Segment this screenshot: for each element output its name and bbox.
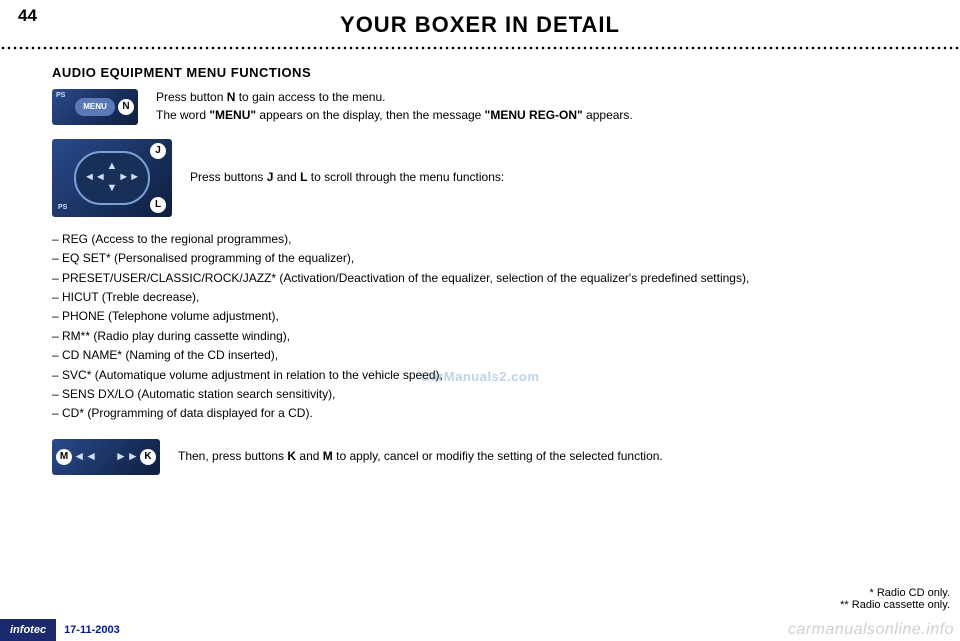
function-item: PRESET/USER/CLASSIC/ROCK/JAZZ* (Activati… [52, 270, 924, 287]
btn-k: K [287, 449, 296, 463]
j-circle-icon: J [150, 143, 166, 159]
ffw-icon: ►► [115, 448, 139, 465]
function-item: PHONE (Telephone volume adjustment), [52, 308, 924, 325]
km-illustration: ◄◄ ►► M K [52, 439, 160, 475]
page-title: YOUR BOXER IN DETAIL [0, 0, 960, 38]
function-item: SENS DX/LO (Automatic station search sen… [52, 386, 924, 403]
content-area: AUDIO EQUIPMENT MENU FUNCTIONS PS MENU N… [0, 50, 960, 475]
function-item: REG (Access to the regional programmes), [52, 231, 924, 248]
ps-label-2: PS [58, 203, 67, 213]
footnotes: * Radio CD only. ** Radio cassette only. [840, 587, 950, 611]
t: Then, press buttons [178, 449, 287, 463]
footnote-2: ** Radio cassette only. [840, 599, 950, 611]
arrow-down-icon: ▼ [107, 181, 118, 197]
function-item: RM** (Radio play during cassette winding… [52, 328, 924, 345]
menu-button-illustration: PS MENU N [52, 89, 138, 125]
scroll-instruction-text: Press buttons J and L to scroll through … [190, 169, 924, 186]
function-item: CD* (Programming of data displayed for a… [52, 405, 924, 422]
menu-pill: MENU [75, 98, 115, 116]
t: and [296, 449, 323, 463]
function-item: SVC* (Automatique volume adjustment in r… [52, 367, 924, 384]
function-item: CD NAME* (Naming of the CD inserted), [52, 347, 924, 364]
arrow-left-icon: ◄◄ [84, 170, 106, 186]
dpad-outline: ▲ ▼ ◄◄ ►► [74, 151, 150, 205]
t: and [273, 170, 300, 184]
t: to gain access to the menu. [235, 90, 385, 104]
t: to apply, cancel or modifiy the setting … [333, 449, 663, 463]
watermark-bottom: carmanualsonline.info [788, 621, 954, 639]
m-circle-icon: M [56, 449, 72, 465]
footer-date: 17-11-2003 [56, 624, 120, 636]
arrow-up-icon: ▲ [107, 159, 118, 175]
function-list: REG (Access to the regional programmes),… [52, 231, 924, 423]
rew-icon: ◄◄ [73, 448, 97, 465]
function-item: EQ SET* (Personalised programming of the… [52, 250, 924, 267]
arrows-illustration: ▲ ▼ ◄◄ ►► J L PS [52, 139, 172, 217]
menu-instruction-text: Press button N to gain access to the men… [156, 89, 924, 124]
k-circle-icon: K [140, 449, 156, 465]
footer-brand: infotec [0, 619, 56, 641]
scroll-instruction-row: ▲ ▼ ◄◄ ►► J L PS Press buttons J and L t… [52, 139, 924, 217]
arrow-right-icon: ►► [118, 170, 140, 186]
t: Press button [156, 90, 227, 104]
t: appears. [583, 108, 633, 122]
function-item: HICUT (Treble decrease), [52, 289, 924, 306]
apply-instruction-row: ◄◄ ►► M K Then, press buttons K and M to… [52, 439, 924, 475]
section-title: AUDIO EQUIPMENT MENU FUNCTIONS [52, 64, 924, 83]
apply-instruction-text: Then, press buttons K and M to apply, ca… [178, 448, 924, 465]
btn-m: M [323, 449, 333, 463]
page-number: 44 [18, 6, 37, 26]
t: to scroll through the menu functions: [307, 170, 504, 184]
t: Press buttons [190, 170, 267, 184]
q: "MENU" [209, 108, 256, 122]
t: appears on the display, then the message [256, 108, 485, 122]
t: The word [156, 108, 209, 122]
l-circle-icon: L [150, 197, 166, 213]
menu-instruction-row: PS MENU N Press button N to gain access … [52, 89, 924, 125]
ps-label: PS [56, 91, 65, 101]
n-circle-icon: N [118, 99, 134, 115]
footnote-1: * Radio CD only. [840, 587, 950, 599]
q: "MENU REG-ON" [485, 108, 583, 122]
